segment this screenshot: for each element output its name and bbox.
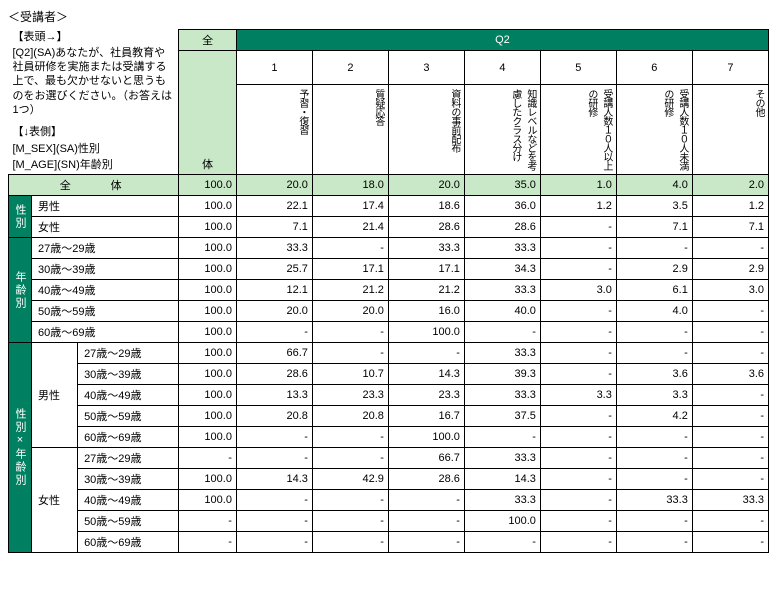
col-label-2: 質疑応答: [312, 85, 388, 175]
col-num-3: 3: [388, 51, 464, 85]
col-label-1: 予習・復習: [236, 85, 312, 175]
meta-age: [M_AGE](SN)年齢別: [13, 158, 175, 172]
col-label-3: 資料の事前配布: [388, 85, 464, 175]
side-sex: 性別: [9, 196, 32, 238]
col-num-4: 4: [464, 51, 540, 85]
col-label-4: 知識レベルなどを考慮したクラス分け: [464, 85, 540, 175]
row-cross-f1: 30歳～39歳100.014.342.928.614.3---: [9, 469, 769, 490]
row-age-4: 60歳～69歳100.0--100.0----: [9, 322, 769, 343]
cross-table: 【表頭→】 [Q2](SA)あなたが、社員教育や社員研修を実施または受講する上で…: [8, 29, 769, 553]
col-num-6: 6: [616, 51, 692, 85]
row-age-0: 年齢別 27歳～29歳 100.033.3-33.333.3---: [9, 238, 769, 259]
col-num-1: 1: [236, 51, 312, 85]
col-label-6: 受講人数１０人未満の研修: [616, 85, 692, 175]
meta-body-1: [Q2](SA)あなたが、社員教育や社員研修を実施または受講する上で、最も欠かせ…: [13, 46, 175, 117]
hdr-q2: Q2: [236, 30, 768, 51]
row-cross-m2: 40歳～49歳100.013.323.323.333.33.33.3-: [9, 385, 769, 406]
row-cross-m0: 性別×年齢別 男性 27歳～29歳 100.066.7--33.3---: [9, 343, 769, 364]
col-label-5: 受講人数１０人以上の研修: [540, 85, 616, 175]
col-num-2: 2: [312, 51, 388, 85]
page-title: ＜受講者＞: [8, 8, 769, 25]
meta-head-1: 【表頭→】: [13, 30, 175, 44]
row-cross-f3: 50歳～59歳----100.0---: [9, 511, 769, 532]
col-label-7: その他: [692, 85, 768, 175]
row-cross-m1: 30歳～39歳100.028.610.714.339.3-3.63.6: [9, 364, 769, 385]
row-cross-f0: 女性 27歳～29歳 ---66.733.3---: [9, 448, 769, 469]
row-cross-f2: 40歳～49歳100.0---33.3-33.333.3: [9, 490, 769, 511]
meta-sex: [M_SEX](SA)性別: [13, 142, 175, 156]
row-age-1: 30歳～39歳100.025.717.117.134.3-2.92.9: [9, 259, 769, 280]
row-age-2: 40歳～49歳100.012.121.221.233.33.06.13.0: [9, 280, 769, 301]
row-cross-f4: 60歳～69歳--------: [9, 532, 769, 553]
total-label: 全 体: [9, 175, 179, 196]
hdr-all-top: 全: [179, 30, 237, 51]
row-sex-f: 女性 100.07.121.428.628.6-7.17.1: [9, 217, 769, 238]
row-age-3: 50歳～59歳100.020.020.016.040.0-4.0-: [9, 301, 769, 322]
col-num-5: 5: [540, 51, 616, 85]
side-cross: 性別×年齢別: [9, 343, 32, 553]
side-age: 年齢別: [9, 238, 32, 343]
meta-head-2: 【↓表側】: [13, 125, 175, 139]
row-cross-m4: 60歳～69歳100.0--100.0----: [9, 427, 769, 448]
hdr-all-bottom: 体: [179, 51, 237, 175]
row-sex-m: 性別 男性 100.022.117.418.636.01.23.51.2: [9, 196, 769, 217]
row-total: 全 体 100.020.018.020.035.01.04.02.0: [9, 175, 769, 196]
col-num-7: 7: [692, 51, 768, 85]
row-cross-m3: 50歳～59歳100.020.820.816.737.5-4.2-: [9, 406, 769, 427]
